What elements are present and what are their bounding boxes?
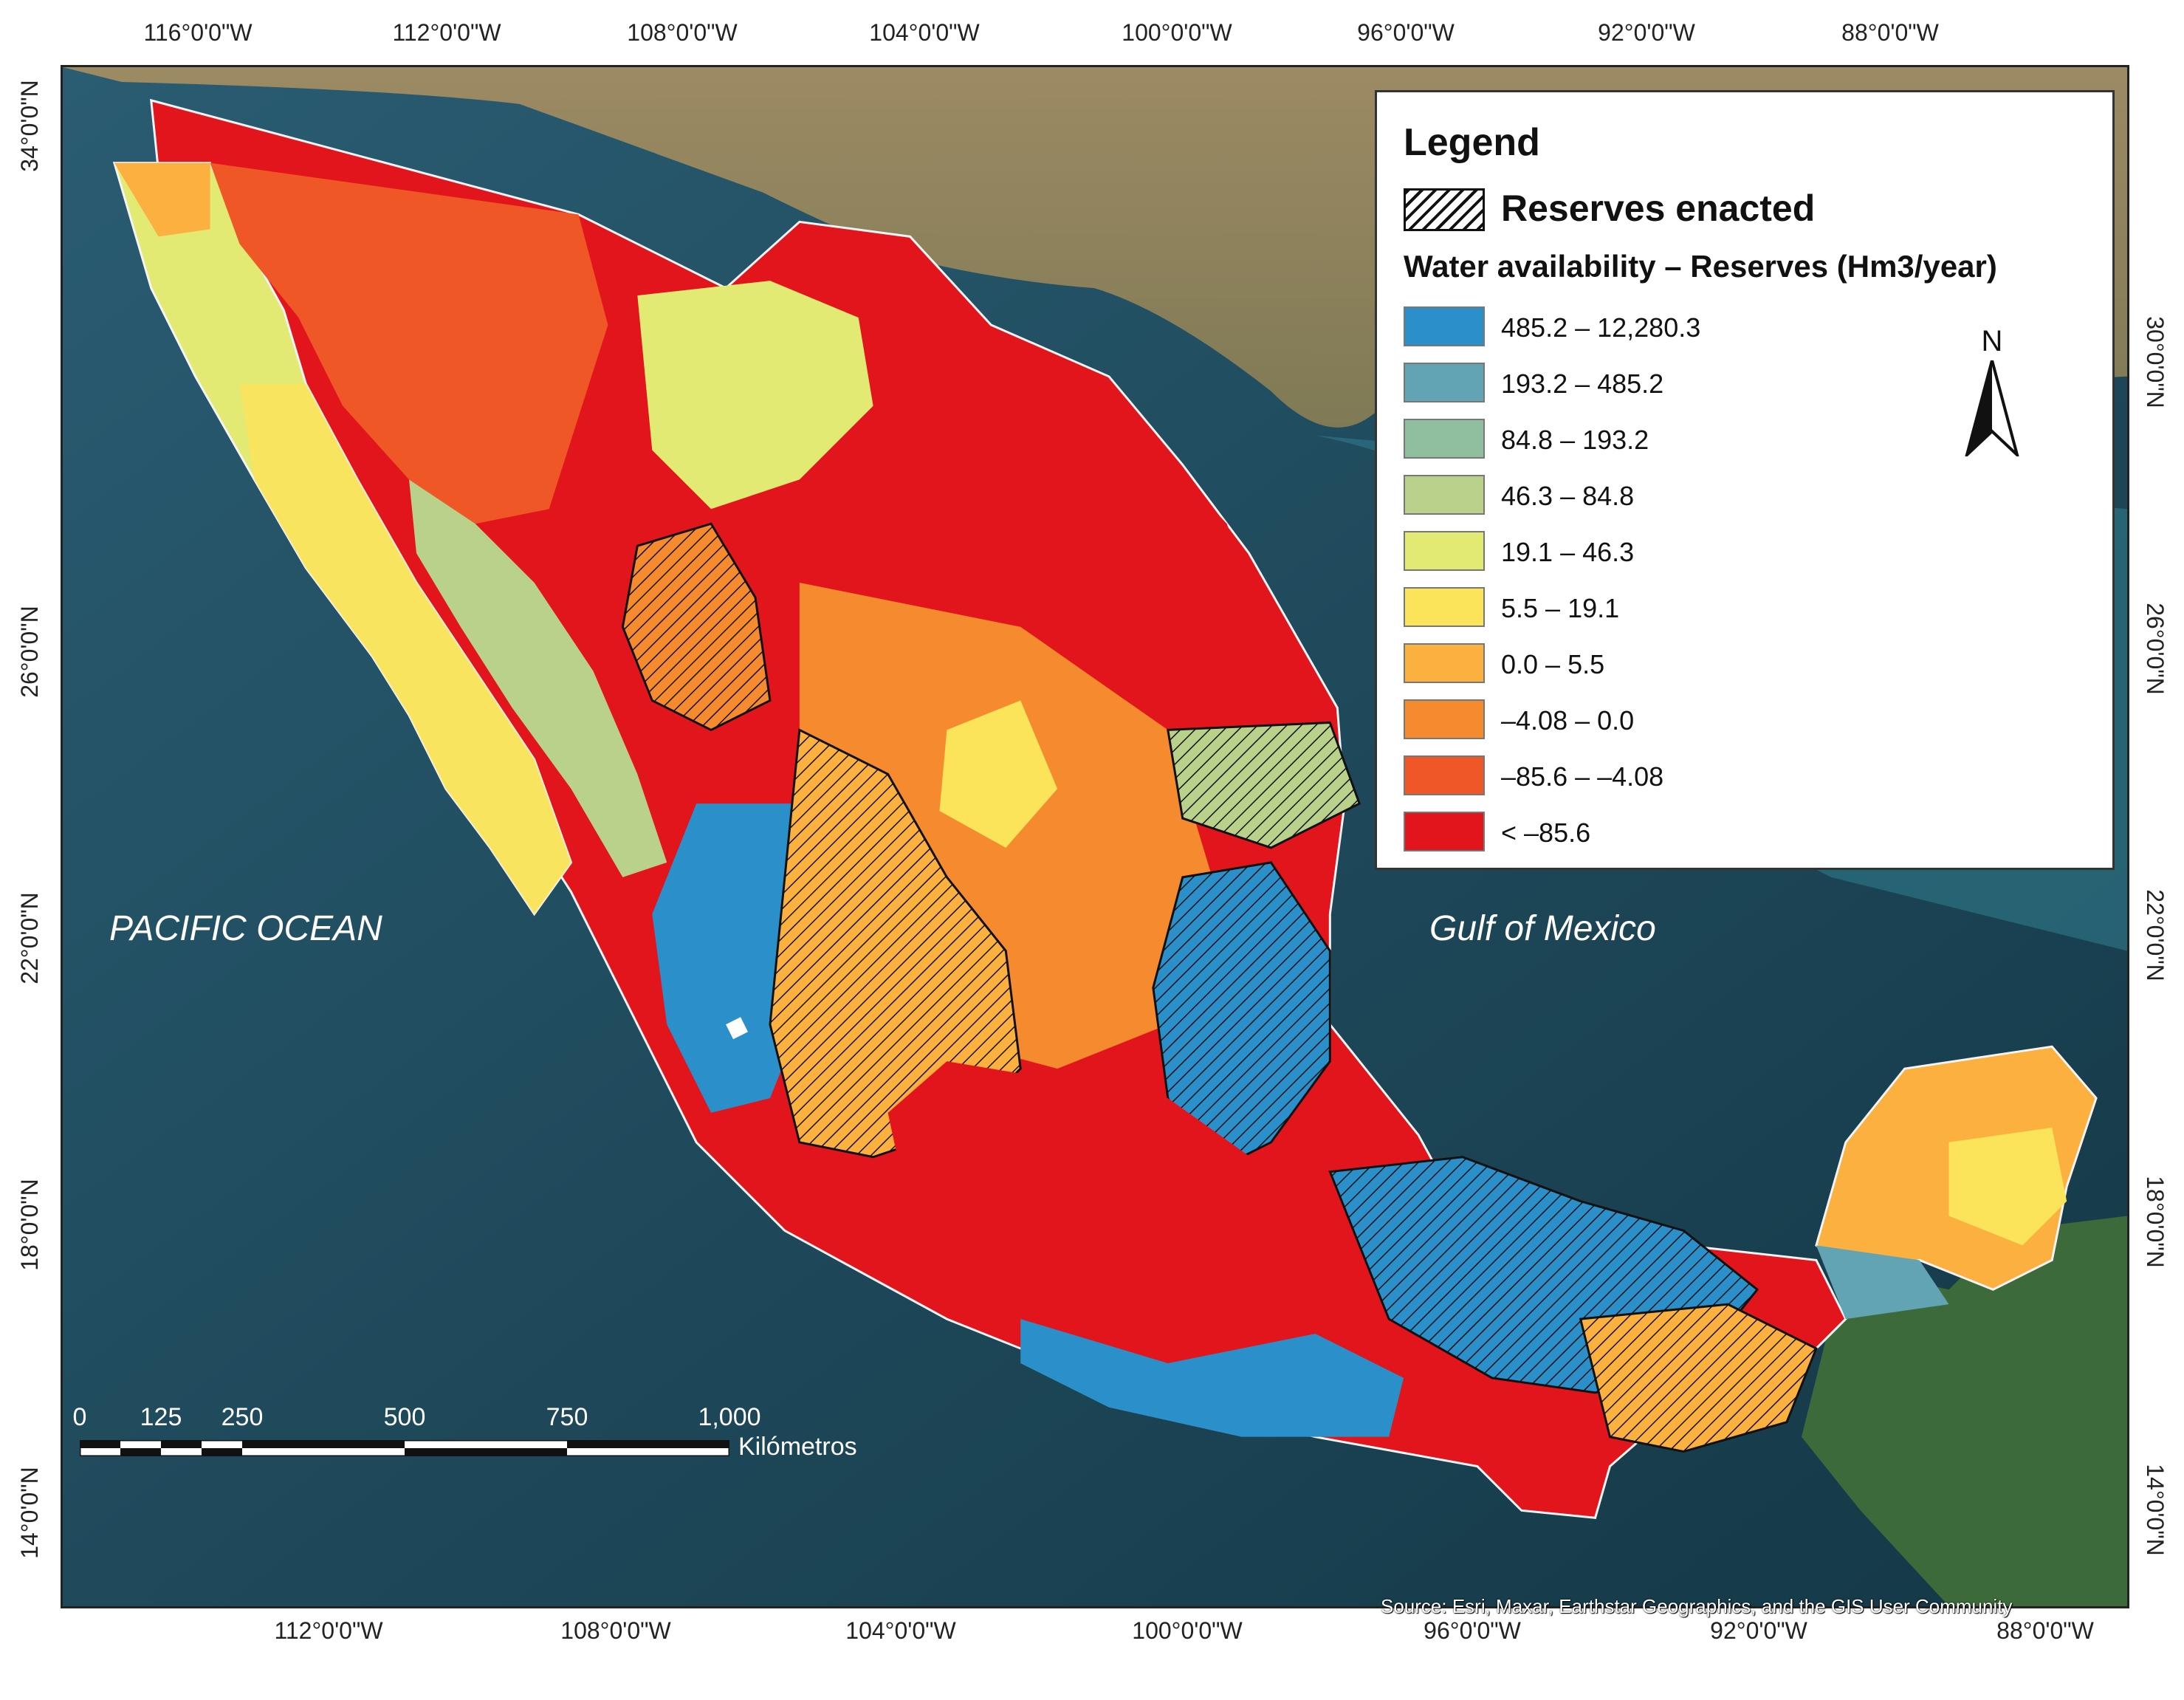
lon-tick: 112°0'0"W [392,19,501,46]
legend-class-label: < –85.6 [1501,818,1591,848]
lat-tick: 14°0'0"N [16,1466,43,1559]
legend-class-label: 0.0 – 5.5 [1501,649,1605,679]
water-availability-title: Water availability – Reserves (Hm3/year) [1404,249,1997,284]
pacific-ocean-label: PACIFIC OCEAN [109,909,382,948]
chihuahua-patch [637,281,873,510]
legend-class-label: –85.6 – –4.08 [1501,761,1664,792]
scale-unit-label: Kilómetros [738,1433,857,1461]
northwest-orange [210,162,608,524]
legend-class-swatch [1404,587,1485,627]
lon-tick: 88°0'0"W [1841,19,1939,46]
reserves-enacted-label: Reserves enacted [1501,188,1816,229]
legend-box: Legend Reserves enacted Water availabili… [1375,90,2115,870]
lat-tick: 14°0'0"N [2141,1463,2168,1556]
legend-class-swatch [1404,699,1485,739]
north-arrow: N [1962,325,2022,458]
legend-class-swatch [1404,363,1485,402]
lat-tick: 34°0'0"N [16,79,43,172]
lat-tick: 18°0'0"N [16,1178,43,1271]
lat-tick: 26°0'0"N [2141,602,2168,695]
lat-tick: 30°0'0"N [2141,315,2168,408]
lon-tick: 96°0'0"W [1357,19,1455,46]
lon-tick: 104°0'0"W [869,19,980,46]
central-yellow [939,700,1058,848]
lat-tick: 22°0'0"N [16,891,43,984]
legend-class-label: 84.8 – 193.2 [1501,425,1649,455]
scale-tick-label: 250 [221,1403,264,1431]
yucatan-yellow [1948,1127,2067,1246]
lon-tick: 100°0'0"W [1132,1617,1243,1644]
islands [726,1017,749,1040]
legend-class-swatch [1404,531,1485,571]
basemap [63,67,2127,1606]
lon-tick: 112°0'0"W [274,1617,383,1644]
north-arrow-icon [1965,360,2019,456]
campeche-blue [1816,1245,1949,1320]
gulf-of-mexico-label: Gulf of Mexico [1429,909,1656,948]
guerrero-coast-blue [1020,1319,1404,1437]
lon-tick: 116°0'0"W [143,19,253,46]
legend-class-swatch [1404,643,1485,683]
lon-tick: 100°0'0"W [1122,19,1232,46]
legend-class-swatch [1404,419,1485,459]
south-central-red [887,1061,1330,1363]
legend-class-label: 5.5 – 19.1 [1501,593,1620,623]
lon-tick: 92°0'0"W [1710,1617,1807,1644]
lon-tick: 108°0'0"W [560,1617,671,1644]
legend-class-label: 19.1 – 46.3 [1501,537,1635,567]
scale-tick-label: 125 [140,1403,182,1431]
legend-class-label: 46.3 – 84.8 [1501,481,1635,511]
lat-tick: 18°0'0"N [2141,1175,2168,1268]
legend-class-label: –4.08 – 0.0 [1501,705,1635,736]
scale-tick-label: 1,000 [698,1403,761,1431]
scale-labels: 0 125 250 500 750 1,000 [66,1403,879,1436]
scale-bar [80,1440,729,1456]
baja-south-orange [239,383,571,914]
legend-class-swatch [1404,755,1485,795]
legend-class-swatch [1404,306,1485,346]
scale-tick-label: 0 [72,1403,87,1431]
legend-class-swatch [1404,475,1485,515]
north-label: N [1981,325,2003,357]
source-attribution: Source: Esri, Maxar, Earthstar Geographi… [1381,1595,2013,1617]
lat-tick: 22°0'0"N [2141,888,2168,981]
legend-title: Legend [1404,121,1540,164]
scale-tick-label: 500 [383,1403,426,1431]
scale-tick-label: 750 [546,1403,588,1431]
legend-class-label: 193.2 – 485.2 [1501,369,1664,399]
legend-class-swatch [1404,812,1485,851]
lon-tick: 96°0'0"W [1424,1617,1521,1644]
lon-tick: 104°0'0"W [845,1617,956,1644]
baja-north-orange [114,162,210,237]
sinaloa-coast [408,479,667,877]
reserves-hatch-swatch [1404,188,1485,231]
legend-class-label: 485.2 – 12,280.3 [1501,312,1701,343]
lon-tick: 92°0'0"W [1598,19,1695,46]
lon-tick: 108°0'0"W [627,19,738,46]
lon-tick: 88°0'0"W [1996,1617,2094,1644]
lat-tick: 26°0'0"N [16,605,43,698]
